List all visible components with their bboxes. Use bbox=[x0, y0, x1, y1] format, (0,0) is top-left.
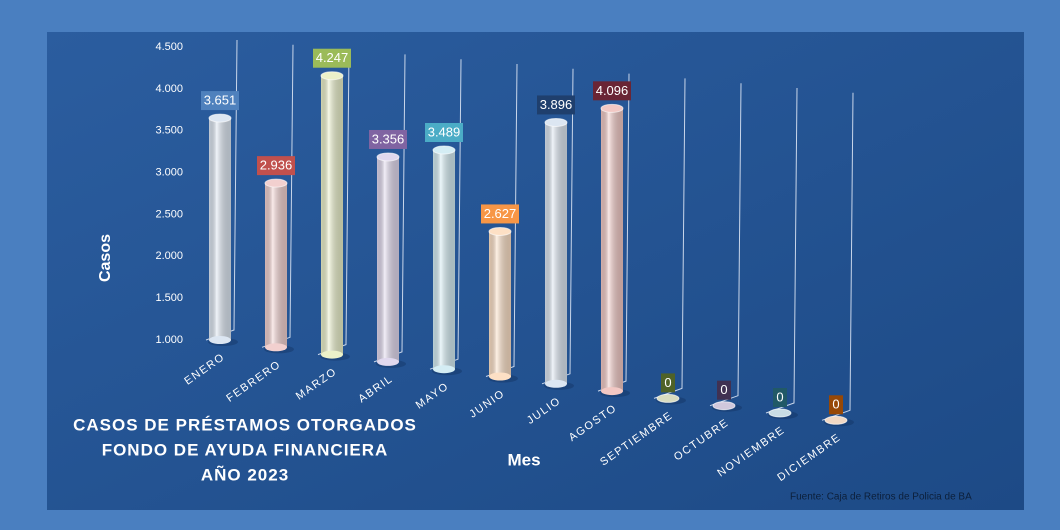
value-label: 3.651 bbox=[204, 93, 237, 108]
value-label-box bbox=[829, 395, 843, 415]
bar-top bbox=[824, 415, 848, 425]
value-label: 3.896 bbox=[540, 97, 573, 112]
bar-bottom bbox=[321, 350, 343, 359]
bar-top bbox=[376, 152, 400, 162]
value-label: 4.096 bbox=[596, 83, 629, 98]
bar-bottom bbox=[377, 357, 399, 366]
chart-title: CASOS DE PRÉSTAMOS OTORGADOS bbox=[73, 415, 417, 434]
bar-top bbox=[432, 145, 456, 155]
value-label: 0 bbox=[664, 375, 671, 390]
bar-shine bbox=[377, 156, 399, 362]
bar-top bbox=[768, 408, 792, 418]
value-label-box bbox=[313, 48, 351, 68]
bar-shine bbox=[489, 231, 511, 377]
y-tick-label: 1.000 bbox=[155, 334, 183, 346]
value-label-box bbox=[425, 123, 463, 143]
value-label-box bbox=[773, 388, 787, 407]
plot-panel bbox=[47, 32, 1024, 510]
value-label-box bbox=[481, 204, 519, 224]
value-label: 0 bbox=[720, 382, 727, 397]
value-label-box bbox=[201, 91, 239, 111]
value-label: 0 bbox=[776, 389, 783, 404]
value-label-box bbox=[369, 129, 407, 149]
x-axis-label: Mes bbox=[507, 450, 540, 469]
y-axis-label: Casos bbox=[97, 234, 114, 282]
bar-shine bbox=[545, 122, 567, 384]
bar-shine bbox=[321, 75, 343, 355]
bar-bottom bbox=[209, 336, 231, 344]
value-label: 0 bbox=[832, 397, 839, 412]
chart-title: FONDO DE AYUDA FINANCIERA bbox=[102, 440, 389, 459]
y-tick-label: 2.000 bbox=[155, 250, 183, 262]
bar-top bbox=[208, 113, 232, 123]
y-tick-label: 1.500 bbox=[155, 292, 183, 304]
value-label: 4.247 bbox=[316, 50, 349, 65]
source: Fuente: Caja de Retiros de Policia de BA bbox=[790, 492, 972, 503]
bar-top bbox=[712, 401, 736, 411]
bar-bottom bbox=[489, 372, 511, 381]
bar-bottom bbox=[545, 379, 567, 388]
value-label: 2.627 bbox=[484, 206, 517, 221]
bar-bottom bbox=[265, 343, 287, 352]
bar-shine bbox=[601, 108, 623, 392]
value-label-box bbox=[661, 373, 675, 393]
bar-top bbox=[264, 178, 288, 188]
y-tick-label: 2.500 bbox=[155, 208, 183, 220]
value-label: 3.489 bbox=[428, 124, 461, 139]
value-label-box bbox=[537, 95, 575, 115]
bar-top bbox=[656, 393, 680, 403]
y-tick-label: 3.000 bbox=[155, 166, 183, 178]
value-label-box bbox=[717, 380, 731, 400]
bar-bottom bbox=[433, 365, 455, 374]
y-tick-label: 3.500 bbox=[155, 125, 183, 137]
bar-shine bbox=[265, 183, 287, 348]
bar-shine bbox=[433, 150, 455, 370]
value-label: 3.356 bbox=[372, 131, 405, 146]
y-tick-label: 4.500 bbox=[155, 41, 183, 53]
bar-bottom bbox=[601, 387, 623, 396]
chart-title: AÑO 2023 bbox=[201, 464, 289, 484]
bar-top bbox=[488, 226, 512, 236]
value-label-box bbox=[593, 81, 631, 101]
bar-top bbox=[320, 71, 344, 81]
value-label: 2.936 bbox=[260, 158, 293, 173]
value-label-box bbox=[257, 156, 295, 176]
bar-top bbox=[544, 117, 568, 127]
y-tick-label: 4.000 bbox=[155, 83, 183, 95]
bar-shine bbox=[209, 118, 231, 340]
bar-top bbox=[600, 103, 624, 113]
